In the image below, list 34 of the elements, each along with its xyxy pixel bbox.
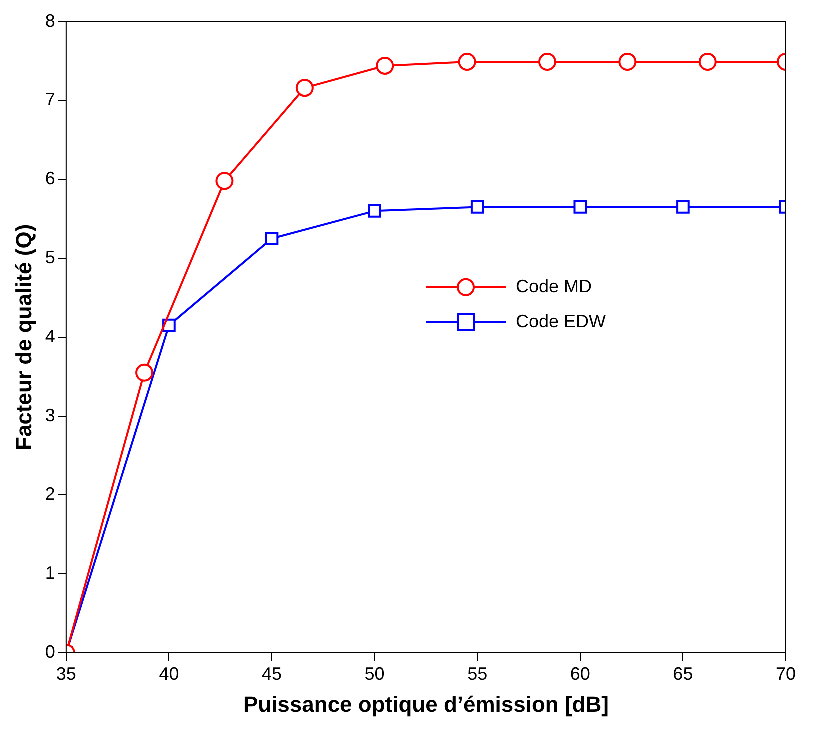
- point: [538, 53, 557, 72]
- y-tick-label: 4: [45, 326, 56, 346]
- x-axis-title: Puissance optique d’émission [dB]: [243, 692, 609, 717]
- x-tick-label: 40: [159, 664, 180, 684]
- y-tick-label: 0: [45, 642, 56, 662]
- legend-label: Code EDW: [516, 311, 606, 332]
- y-axis-title: Facteur de qualité (Q): [11, 224, 36, 450]
- point: [676, 200, 690, 214]
- x-tick-label: 60: [570, 664, 590, 684]
- point: [458, 53, 476, 72]
- point: [376, 56, 394, 75]
- x-tick-label: 65: [673, 664, 694, 684]
- x-tick-label: 55: [468, 664, 488, 684]
- point: [574, 200, 588, 214]
- y-tick-label: 8: [45, 10, 56, 31]
- point: [368, 204, 382, 218]
- y-tick-label: 3: [45, 405, 56, 426]
- point: [265, 232, 279, 246]
- point: [698, 53, 717, 72]
- point: [618, 53, 637, 72]
- x-tick-label: 50: [364, 664, 385, 684]
- y-tick-label: 6: [45, 168, 56, 189]
- x-tick-label: 35: [56, 664, 76, 684]
- y-tick-label: 2: [45, 484, 56, 504]
- point: [470, 200, 484, 214]
- point: [296, 79, 314, 98]
- x-tick-label: 70: [776, 664, 796, 684]
- y-tick-label: 5: [45, 247, 56, 268]
- point: [216, 172, 234, 190]
- y-tick-label: 7: [45, 90, 56, 110]
- y-tick-label: 1: [45, 563, 56, 584]
- legend-label: Code MD: [516, 276, 592, 296]
- x-tick-label: 45: [262, 664, 282, 684]
- point: [136, 364, 154, 382]
